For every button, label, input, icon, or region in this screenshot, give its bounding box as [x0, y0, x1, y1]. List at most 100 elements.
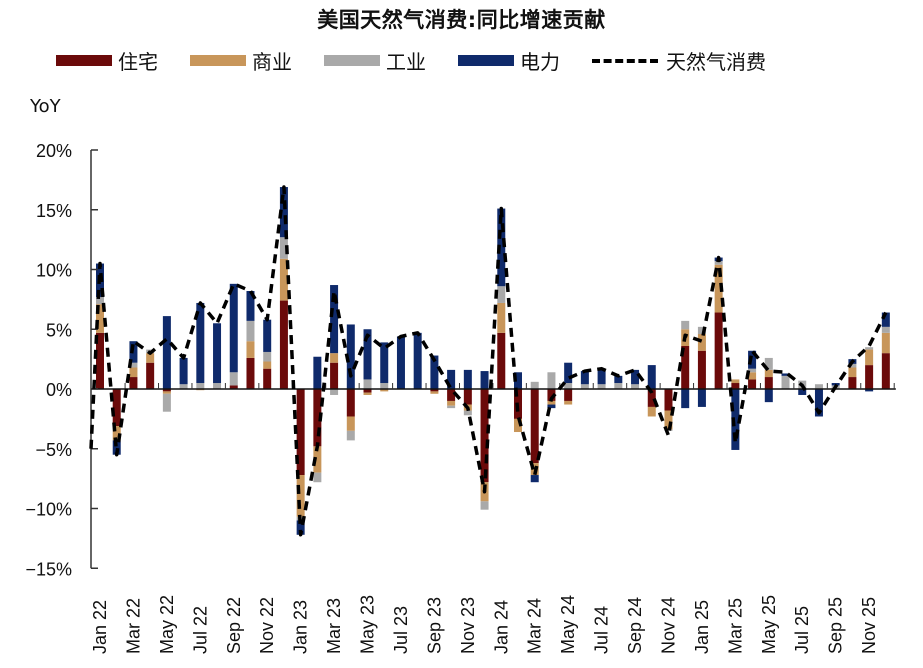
- x-tick-label: Nov 23: [458, 597, 478, 654]
- x-tick-label: Jan 24: [491, 600, 511, 654]
- bar-segment: [714, 261, 723, 265]
- bar-segment: [514, 418, 522, 433]
- bar-segment: [263, 351, 272, 362]
- bar-segment: [865, 347, 874, 350]
- bar-segment: [764, 357, 773, 370]
- bar-segment: [279, 300, 288, 389]
- bar-segment: [129, 362, 138, 368]
- bar-segment: [530, 475, 539, 483]
- bar-segment: [714, 312, 723, 389]
- x-tick-label: Jul 23: [391, 606, 411, 654]
- bar-segment: [798, 389, 807, 395]
- x-tick-label: Mar 24: [525, 598, 545, 654]
- bar-segment: [447, 369, 456, 389]
- bar-segment: [179, 384, 188, 389]
- bar-segment: [781, 373, 790, 376]
- y-tick-label: 15%: [36, 201, 72, 221]
- bar-segment: [865, 389, 874, 392]
- x-tick-label: Mar 25: [725, 598, 745, 654]
- x-tick-label: Nov 25: [859, 597, 879, 654]
- bar-segment: [547, 372, 556, 389]
- bar-segment: [731, 379, 740, 384]
- bar-segment: [580, 371, 589, 385]
- bar-segment: [748, 368, 757, 373]
- legend-label-commercial: 商业: [252, 50, 292, 74]
- x-tick-label: Jan 25: [692, 600, 712, 654]
- x-tick-label: Jul 24: [592, 606, 612, 654]
- bar-segment: [631, 369, 640, 385]
- bar-segment: [313, 356, 322, 389]
- bar-segment: [597, 368, 606, 385]
- legend-swatch-power: [458, 55, 514, 66]
- bar-segment: [681, 320, 690, 330]
- bar-segment: [631, 384, 640, 389]
- bar-segment: [697, 326, 706, 335]
- bar-segment: [162, 391, 171, 394]
- bar-segment: [564, 389, 573, 401]
- bar-segment: [865, 349, 874, 366]
- bar-segment: [580, 384, 589, 389]
- bar-segment: [430, 389, 439, 392]
- bar-segment: [697, 350, 706, 389]
- bar-segment: [480, 389, 489, 483]
- legend-item-power: 电力: [458, 46, 560, 75]
- bar-segment: [731, 389, 740, 450]
- bar-segment: [547, 389, 556, 401]
- bar-segment: [848, 363, 857, 368]
- bar-segment: [647, 389, 656, 407]
- y-tick-label: −10%: [25, 500, 72, 520]
- bar-segment: [764, 377, 773, 389]
- bar-segment: [681, 389, 690, 409]
- legend-item-total: 天然气消费: [592, 46, 766, 75]
- bar-segment: [530, 389, 539, 464]
- x-tick-label: Jan 22: [90, 600, 110, 654]
- bar-segment: [229, 372, 238, 386]
- bar-segment: [530, 381, 539, 389]
- bar-segment: [196, 302, 205, 384]
- bar-segment: [664, 410, 673, 430]
- bar-segment: [714, 264, 723, 313]
- bar-segment: [96, 332, 104, 389]
- bar-segment: [865, 365, 874, 389]
- bar-segment: [814, 389, 823, 417]
- total-consumption-dashed-line: [89, 185, 888, 537]
- bar-segment: [396, 336, 405, 389]
- bar-segment: [346, 324, 355, 389]
- bar-segment: [296, 475, 305, 517]
- bar-segment: [363, 392, 372, 395]
- x-tick-label: Sep 22: [224, 597, 244, 654]
- bar-segment: [346, 430, 355, 441]
- bar-segment: [330, 285, 339, 354]
- bar-segment: [463, 410, 472, 416]
- x-tick-label: May 23: [358, 595, 378, 654]
- bar-segment: [748, 379, 757, 389]
- bar-segment: [547, 404, 556, 409]
- bar-segment: [179, 357, 188, 385]
- bar-segment: [330, 353, 339, 363]
- bar-segment: [881, 326, 890, 333]
- x-tick-label: Nov 22: [257, 597, 277, 654]
- bar-segment: [497, 286, 506, 303]
- bar-segment: [279, 237, 288, 259]
- x-tick-label: May 22: [157, 595, 177, 654]
- x-tick-label: Mar 23: [324, 598, 344, 654]
- y-tick-label: 5%: [46, 320, 72, 340]
- bar-segment: [564, 383, 573, 389]
- bar-segment: [112, 426, 121, 441]
- x-tick-label: Sep 23: [424, 597, 444, 654]
- bar-segment: [463, 369, 472, 389]
- bar-segment: [279, 187, 288, 238]
- legend-label-industrial: 工业: [386, 50, 426, 74]
- bar-segment: [246, 320, 255, 342]
- bar-segment: [363, 379, 372, 389]
- bar-segment: [162, 389, 171, 392]
- bar-segment: [764, 369, 773, 378]
- bar-segment: [96, 304, 104, 333]
- bar-segment: [413, 332, 422, 389]
- bar-segment: [313, 472, 322, 483]
- bar-segment: [162, 393, 171, 412]
- bar-segment: [748, 372, 757, 380]
- bar-segment: [430, 391, 439, 394]
- bar-segment: [814, 384, 823, 389]
- x-tick-label: Nov 24: [658, 597, 678, 654]
